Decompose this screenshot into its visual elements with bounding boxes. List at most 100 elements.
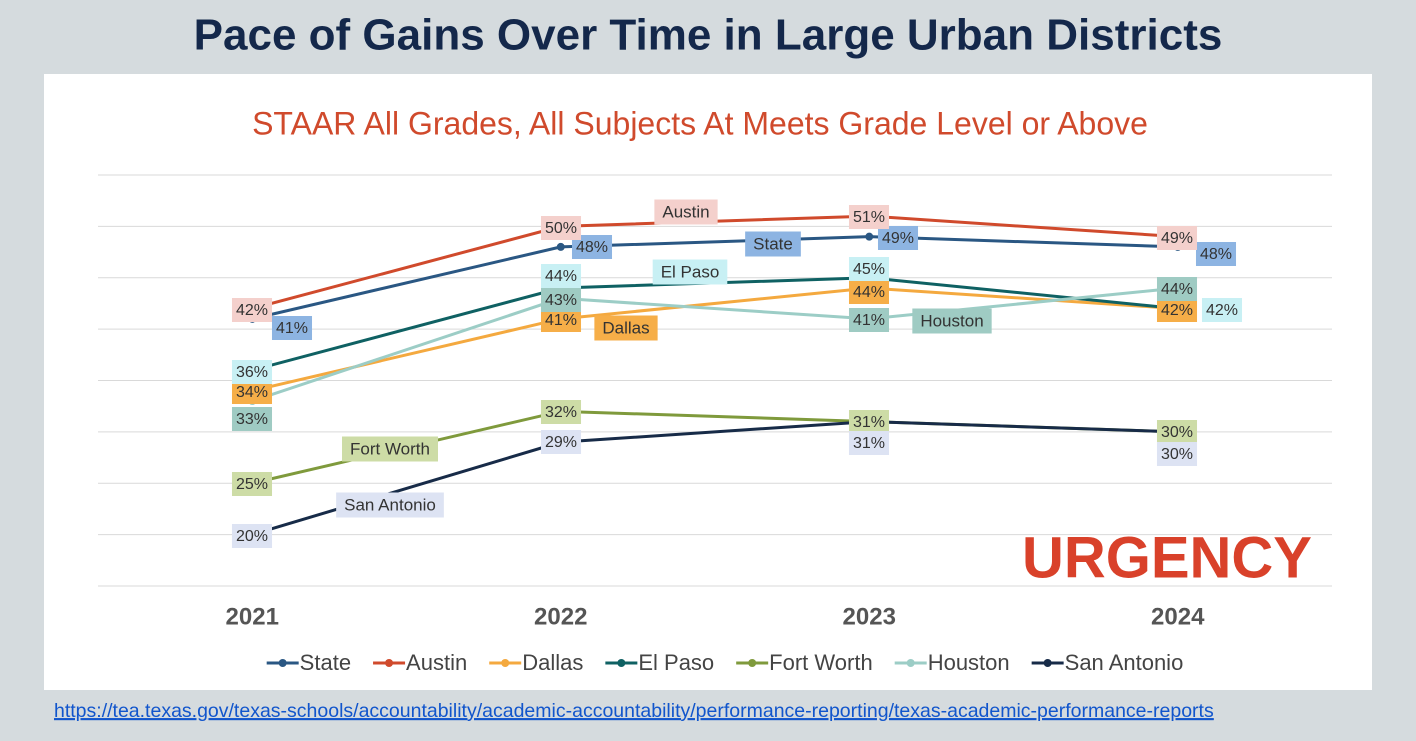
- source-link[interactable]: https://tea.texas.gov/texas-schools/acco…: [54, 700, 1214, 722]
- series-name-label: Austin: [662, 202, 709, 221]
- legend-label: El Paso: [638, 650, 714, 675]
- value-label-box: [848, 431, 890, 455]
- value-label-box: [231, 298, 273, 322]
- series-line: [251, 286, 1178, 393]
- value-label: 51%: [853, 209, 885, 226]
- value-label-group: 43%: [540, 288, 582, 312]
- series-name-label-box: [594, 315, 658, 341]
- value-label-group: 49%: [877, 226, 919, 250]
- value-label-box: [1156, 226, 1198, 250]
- value-label-group: 41%: [848, 308, 890, 332]
- value-label: 30%: [1161, 424, 1193, 441]
- value-label-group: 45%: [848, 257, 890, 281]
- value-label: 31%: [853, 414, 885, 431]
- slide-title: Pace of Gains Over Time in Large Urban D…: [194, 11, 1223, 60]
- value-label-box: [231, 360, 273, 384]
- series-name-label-group: San Antonio: [336, 492, 444, 518]
- series-name-label-group: Fort Worth: [342, 436, 438, 462]
- point: [865, 232, 874, 241]
- value-label: 49%: [882, 230, 914, 247]
- value-label-box: [848, 257, 890, 281]
- value-label-box: [540, 430, 582, 454]
- value-label-group: 44%: [1156, 277, 1198, 301]
- value-label-box: [1156, 420, 1198, 444]
- series-name-label-group: El Paso: [652, 259, 728, 285]
- stamp: URGENCY: [1022, 525, 1312, 590]
- legend-label: Dallas: [522, 650, 583, 675]
- series-name-label-box: [912, 308, 992, 334]
- value-label: 29%: [545, 434, 577, 451]
- value-label-group: 31%: [848, 410, 890, 434]
- value-label-box: [231, 407, 273, 431]
- legend-marker: [278, 659, 287, 667]
- series-name-label-group: Houston: [912, 308, 992, 334]
- series-name-label: El Paso: [661, 262, 720, 281]
- value-label-box: [877, 226, 919, 250]
- value-label: 34%: [236, 384, 268, 401]
- value-label-group: 44%: [848, 280, 890, 304]
- legend-label: San Antonio: [1065, 650, 1184, 675]
- value-label-box: [848, 308, 890, 332]
- value-label: 33%: [236, 411, 268, 428]
- value-label-box: [848, 205, 890, 229]
- legend-label: Houston: [928, 650, 1010, 675]
- series-name-label: Fort Worth: [350, 439, 430, 458]
- legend-marker: [906, 659, 915, 667]
- x-tick-label: 2021: [226, 603, 279, 630]
- value-label-group: 33%: [231, 407, 273, 431]
- value-label-box: [1201, 298, 1243, 322]
- series-name-label: Dallas: [602, 318, 649, 337]
- series-line: [251, 420, 1178, 537]
- point: [556, 242, 565, 251]
- series-name-label-group: Dallas: [594, 315, 658, 341]
- value-label: 41%: [545, 312, 577, 329]
- value-label-group: 51%: [848, 205, 890, 229]
- series-name-label-box: [336, 492, 444, 518]
- value-label: 32%: [545, 404, 577, 421]
- source-link-text[interactable]: https://tea.texas.gov/texas-schools/acco…: [54, 700, 1214, 722]
- value-label: 48%: [576, 239, 608, 256]
- legend-label: Fort Worth: [769, 650, 873, 675]
- value-label-box: [848, 280, 890, 304]
- series-name-label: San Antonio: [344, 495, 436, 514]
- value-label: 20%: [236, 528, 268, 545]
- value-label: 41%: [853, 312, 885, 329]
- value-label: 48%: [1200, 246, 1232, 263]
- value-label: 41%: [276, 320, 308, 337]
- value-label: 25%: [236, 476, 268, 493]
- legend-marker: [501, 659, 510, 667]
- value-label-group: 25%: [231, 472, 273, 496]
- x-tick-label: 2024: [1151, 603, 1205, 630]
- value-label: 44%: [1161, 281, 1193, 298]
- series-name-label-box: [745, 231, 801, 257]
- value-label: 43%: [545, 292, 577, 309]
- series-line: [251, 235, 1178, 321]
- value-label-group: 20%: [231, 524, 273, 548]
- value-label: 36%: [236, 364, 268, 381]
- series-name-label-box: [652, 259, 728, 285]
- x-tick-label: 2023: [843, 603, 896, 630]
- plot: 2021 2022 2023 2024 41% 48% 49% 48% State 42% 50% 5…: [98, 174, 1332, 675]
- series-name-label: Houston: [920, 311, 983, 330]
- value-label-box: [540, 264, 582, 288]
- value-label-group: 44%: [540, 264, 582, 288]
- series-name-label-box: [654, 199, 718, 225]
- value-label-box: [540, 400, 582, 424]
- series-line: [251, 286, 1178, 403]
- value-label-group: 49%: [1156, 226, 1198, 250]
- x-tick-label: 2022: [534, 603, 587, 630]
- value-label-box: [1156, 298, 1198, 322]
- value-label-box: [1156, 442, 1198, 466]
- series-name-label: State: [753, 234, 793, 253]
- value-label: 45%: [853, 261, 885, 278]
- value-label-group: 42%: [1201, 298, 1243, 322]
- legend-marker: [748, 659, 757, 667]
- value-label: 44%: [545, 268, 577, 285]
- series-name-label-group: State: [745, 231, 801, 257]
- legend: State Austin Dallas El Paso Fort Worth Housto…: [266, 650, 1184, 675]
- legend-marker: [617, 659, 626, 667]
- value-label-group: 42%: [231, 298, 273, 322]
- value-label: 50%: [545, 220, 577, 237]
- value-label: 44%: [853, 284, 885, 301]
